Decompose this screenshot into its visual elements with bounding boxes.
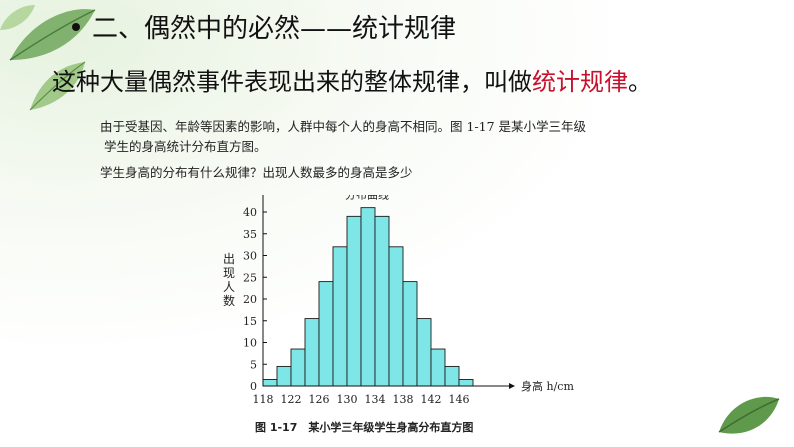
y-tick-label: 5	[250, 358, 257, 371]
histogram-bar	[346, 215, 362, 387]
y-tick-label: 40	[243, 206, 257, 219]
y-tick-label: 0	[250, 380, 257, 393]
y-axis-label: 出现人数	[223, 252, 235, 308]
bars-group	[262, 207, 474, 387]
histogram-bar	[318, 281, 334, 387]
y-tick-label: 35	[243, 228, 257, 241]
paragraph-line-3: 学生身高的分布有什么规律？出现人数最多的身高是多少	[100, 165, 413, 180]
y-tick-label: 20	[243, 293, 257, 306]
histogram-bar	[304, 318, 320, 387]
x-axis-arrow	[509, 383, 515, 389]
y-tick-label: 15	[243, 315, 257, 328]
histogram-bar	[262, 379, 278, 387]
histogram-bar	[430, 348, 446, 387]
x-ticks-group: 118 122 126 130 134 138 142 146	[253, 393, 470, 406]
histogram-bar	[402, 281, 418, 387]
histogram-bar	[388, 246, 404, 387]
y-tick-label: 30	[243, 250, 257, 263]
distribution-curve-label: 分布曲线	[345, 195, 389, 201]
histogram-bar	[276, 365, 292, 387]
leaf-decoration-top-left	[0, 5, 96, 111]
y-tick-label: 10	[243, 337, 257, 350]
y-axis-label-char: 现	[223, 266, 235, 280]
x-tick-label: 122	[281, 393, 302, 406]
paragraph-line-1: 由于受基因、年龄等因素的影响，人群中每个人的身高不相同。图 1-17 是某小学三…	[100, 119, 587, 134]
histogram-bar	[332, 246, 348, 387]
axes-group	[262, 195, 515, 389]
x-tick-label: 130	[337, 393, 358, 406]
x-tick-label: 146	[449, 393, 470, 406]
y-axis-label-char: 数	[223, 293, 235, 308]
statement-suffix: 。	[628, 68, 652, 96]
histogram-chart: 0 5 10 15 20 25 30 35 40 45 118 122 126 130 134 138 142…	[223, 195, 574, 434]
histogram-bar	[416, 318, 432, 387]
chart-caption: 图 1-17 某小学三年级学生身高分布直方图	[255, 420, 473, 434]
histogram-bar	[374, 215, 390, 387]
y-axis-label-char: 出	[223, 252, 235, 266]
leaf-decoration-bottom-right	[718, 396, 780, 434]
y-tick-label: 45	[243, 195, 257, 197]
x-tick-label: 126	[309, 393, 330, 406]
histogram-bar	[458, 379, 474, 387]
histogram-bar	[444, 365, 460, 387]
paragraph-line-2: 学生的身高统计分布直方图。	[104, 139, 267, 154]
y-axis-label-char: 人	[223, 280, 235, 294]
heading: 二、偶然中的必然——统计规律	[72, 8, 456, 45]
y-tick-label: 25	[243, 271, 257, 284]
x-tick-label: 134	[365, 393, 386, 406]
x-tick-label: 142	[421, 393, 442, 406]
histogram-bar	[360, 207, 376, 387]
statement-highlight: 统计规律	[532, 68, 628, 96]
statement-prefix: 这种大量偶然事件表现出来的整体规律，叫做	[52, 68, 532, 96]
y-ticks-group: 0 5 10 15 20 25 30 35 40 45	[243, 195, 267, 393]
histogram-bar	[290, 348, 306, 387]
x-axis-label: 身高 h/cm	[521, 379, 574, 393]
x-tick-label: 118	[253, 393, 274, 406]
heading-text: 二、偶然中的必然——统计规律	[92, 14, 457, 44]
x-tick-label: 138	[393, 393, 414, 406]
statement: 这种大量偶然事件表现出来的整体规律，叫做统计规律。	[52, 62, 652, 97]
bullet-icon	[72, 22, 80, 31]
